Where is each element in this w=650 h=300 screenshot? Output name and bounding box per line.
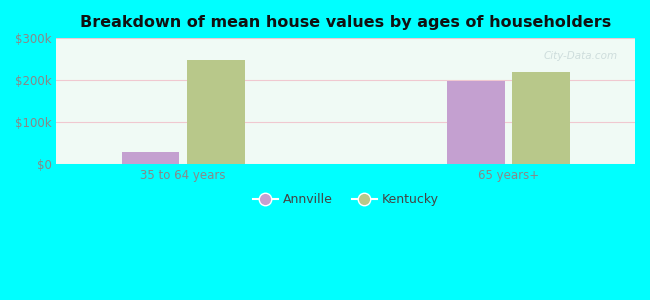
Bar xyxy=(447,81,505,164)
Bar xyxy=(512,72,570,164)
Title: Breakdown of mean house values by ages of householders: Breakdown of mean house values by ages o… xyxy=(80,15,612,30)
Bar xyxy=(187,60,244,164)
Bar xyxy=(122,152,179,164)
Legend: Annville, Kentucky: Annville, Kentucky xyxy=(248,188,443,211)
Text: City-Data.com: City-Data.com xyxy=(543,51,618,61)
